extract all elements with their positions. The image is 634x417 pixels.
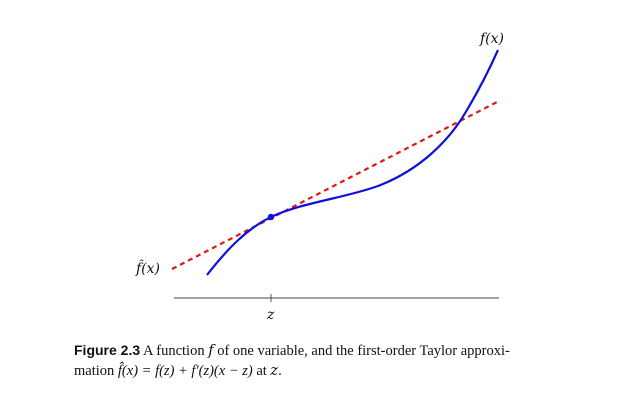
figure-caption: Figure 2.3 A function f of one variable,… <box>74 340 589 381</box>
caption-text-4: at <box>256 363 267 379</box>
curve-label: f(x) <box>479 31 504 47</box>
function-curve <box>206 49 500 276</box>
caption-text-5: . <box>278 363 282 379</box>
tangent-label: f̂(x) <box>135 259 160 277</box>
caption-var-z: z <box>270 363 279 379</box>
tick-label-z: z <box>266 307 275 323</box>
caption-text-2: of one variable, and the first-order Tay… <box>217 343 510 359</box>
caption-text-3: mation <box>74 363 115 379</box>
caption-equation: f̂(x) = f(z) + f′(z)(x − z) <box>117 363 253 379</box>
tangent-line <box>171 100 500 270</box>
caption-figure-label: Figure 2.3 <box>74 342 141 358</box>
caption-var-f: f <box>208 343 214 359</box>
caption-text-1: A function <box>142 343 205 359</box>
tangent-point <box>267 213 275 221</box>
